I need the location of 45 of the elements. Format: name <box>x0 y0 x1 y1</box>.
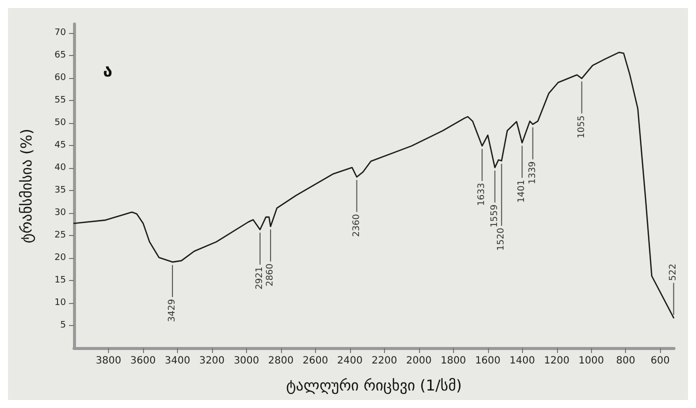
annotation: 1055 <box>576 115 587 138</box>
x-tick-label: 3600 <box>130 356 156 366</box>
y-tick-label: 25 <box>54 230 66 240</box>
x-tick-label: 2600 <box>302 356 328 366</box>
y-tick-label: 45 <box>54 140 66 150</box>
x-tick-label: 1600 <box>475 356 501 366</box>
annotation: ა <box>103 62 112 82</box>
y-tick-label: 10 <box>54 298 66 308</box>
y-tick-label: 65 <box>54 50 66 60</box>
y-tick-label: 55 <box>54 96 66 106</box>
y-tick-label: 60 <box>54 73 66 83</box>
x-tick-label: 2000 <box>406 356 432 366</box>
annotation: 2921 <box>255 266 266 290</box>
y-tick-label: 30 <box>54 208 66 218</box>
x-tick-label: 600 <box>650 356 670 366</box>
y-tick-label: 35 <box>54 186 66 196</box>
x-tick-label: 800 <box>616 356 636 366</box>
x-tick-label: 3800 <box>96 356 122 366</box>
x-tick-label: 3000 <box>234 356 260 366</box>
y-tick-label: 40 <box>54 163 66 173</box>
y-tick-label: 15 <box>54 276 66 286</box>
annotation: 1520 <box>496 228 507 251</box>
x-tick-label: 2200 <box>372 356 398 366</box>
x-tick-label: 3200 <box>199 356 225 366</box>
x-tick-label: 1000 <box>578 356 604 366</box>
y-axis-title: ტრანსმისია (%) <box>18 128 36 244</box>
x-tick-label: 1800 <box>440 356 466 366</box>
annotation: 522 <box>668 264 679 281</box>
x-tick-label: 3400 <box>164 356 190 366</box>
annotation: 3429 <box>167 298 178 322</box>
annotation: 2360 <box>352 214 362 237</box>
y-tick-label: 20 <box>54 253 66 263</box>
x-axis-title: ტალღური რიცხვი (1/სმ) <box>286 376 462 394</box>
y-tick-label: 70 <box>54 28 66 38</box>
y-tick-label: 5 <box>60 320 66 330</box>
x-tick-label: 1200 <box>544 356 570 366</box>
x-tick-label: 2800 <box>268 356 294 366</box>
annotation: 1559 <box>490 204 500 228</box>
annotation: 1339 <box>528 161 538 184</box>
x-tick-label: 1400 <box>510 356 535 366</box>
annotation: 1633 <box>477 182 488 206</box>
x-tick-label: 2400 <box>337 356 363 366</box>
y-tick-label: 50 <box>54 118 66 128</box>
annotation: 1401 <box>517 180 528 203</box>
annotation: 2860 <box>266 263 276 286</box>
